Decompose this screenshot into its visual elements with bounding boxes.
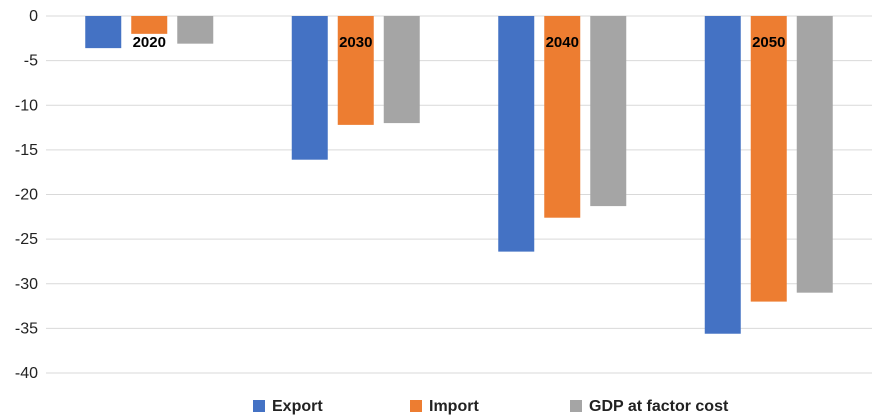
y-tick-label: -25: [15, 231, 38, 248]
bar-export-2030: [291, 16, 328, 160]
bar-import-2030: [337, 16, 374, 125]
legend: Export Import GDP at factor cost: [253, 398, 729, 415]
bar-gdp-at-factor-cost-2040: [590, 16, 627, 207]
legend-swatch-export: [253, 400, 265, 412]
gridlines: [46, 15, 872, 374]
category-label: 2040: [546, 34, 579, 51]
bar-import-2020: [131, 16, 168, 34]
bar-import-2050: [750, 16, 787, 302]
category-label: 2020: [133, 34, 166, 51]
bar-gdp-at-factor-cost-2030: [383, 16, 420, 124]
y-tick-label: -10: [15, 97, 38, 114]
legend-swatch-import: [410, 400, 422, 412]
y-tick-label: -20: [15, 187, 38, 204]
y-tick-label: -15: [15, 142, 38, 159]
bar-export-2020: [85, 16, 122, 49]
y-axis: 0 -5 -10 -15 -20 -25 -30 -35 -40: [15, 8, 38, 382]
bar-export-2040: [498, 16, 535, 252]
legend-label: Export: [272, 398, 323, 415]
y-tick-label: 0: [29, 8, 38, 25]
bar-gdp-at-factor-cost-2020: [177, 16, 214, 44]
legend-label: GDP at factor cost: [589, 398, 729, 415]
bar-export-2050: [704, 16, 741, 334]
category-label: 2030: [339, 34, 372, 51]
y-tick-label: -40: [15, 365, 38, 382]
bar-gdp-at-factor-cost-2050: [796, 16, 833, 293]
y-tick-label: -5: [24, 53, 38, 70]
legend-label: Import: [429, 398, 479, 415]
bars: [85, 16, 833, 334]
legend-swatch-gdp-at-factor-cost: [570, 400, 582, 412]
category-label: 2050: [752, 34, 785, 51]
y-tick-label: -35: [15, 320, 38, 337]
y-tick-label: -30: [15, 276, 38, 293]
category-labels: 2020 2030 2040 2050: [133, 34, 786, 51]
bar-import-2040: [544, 16, 581, 218]
